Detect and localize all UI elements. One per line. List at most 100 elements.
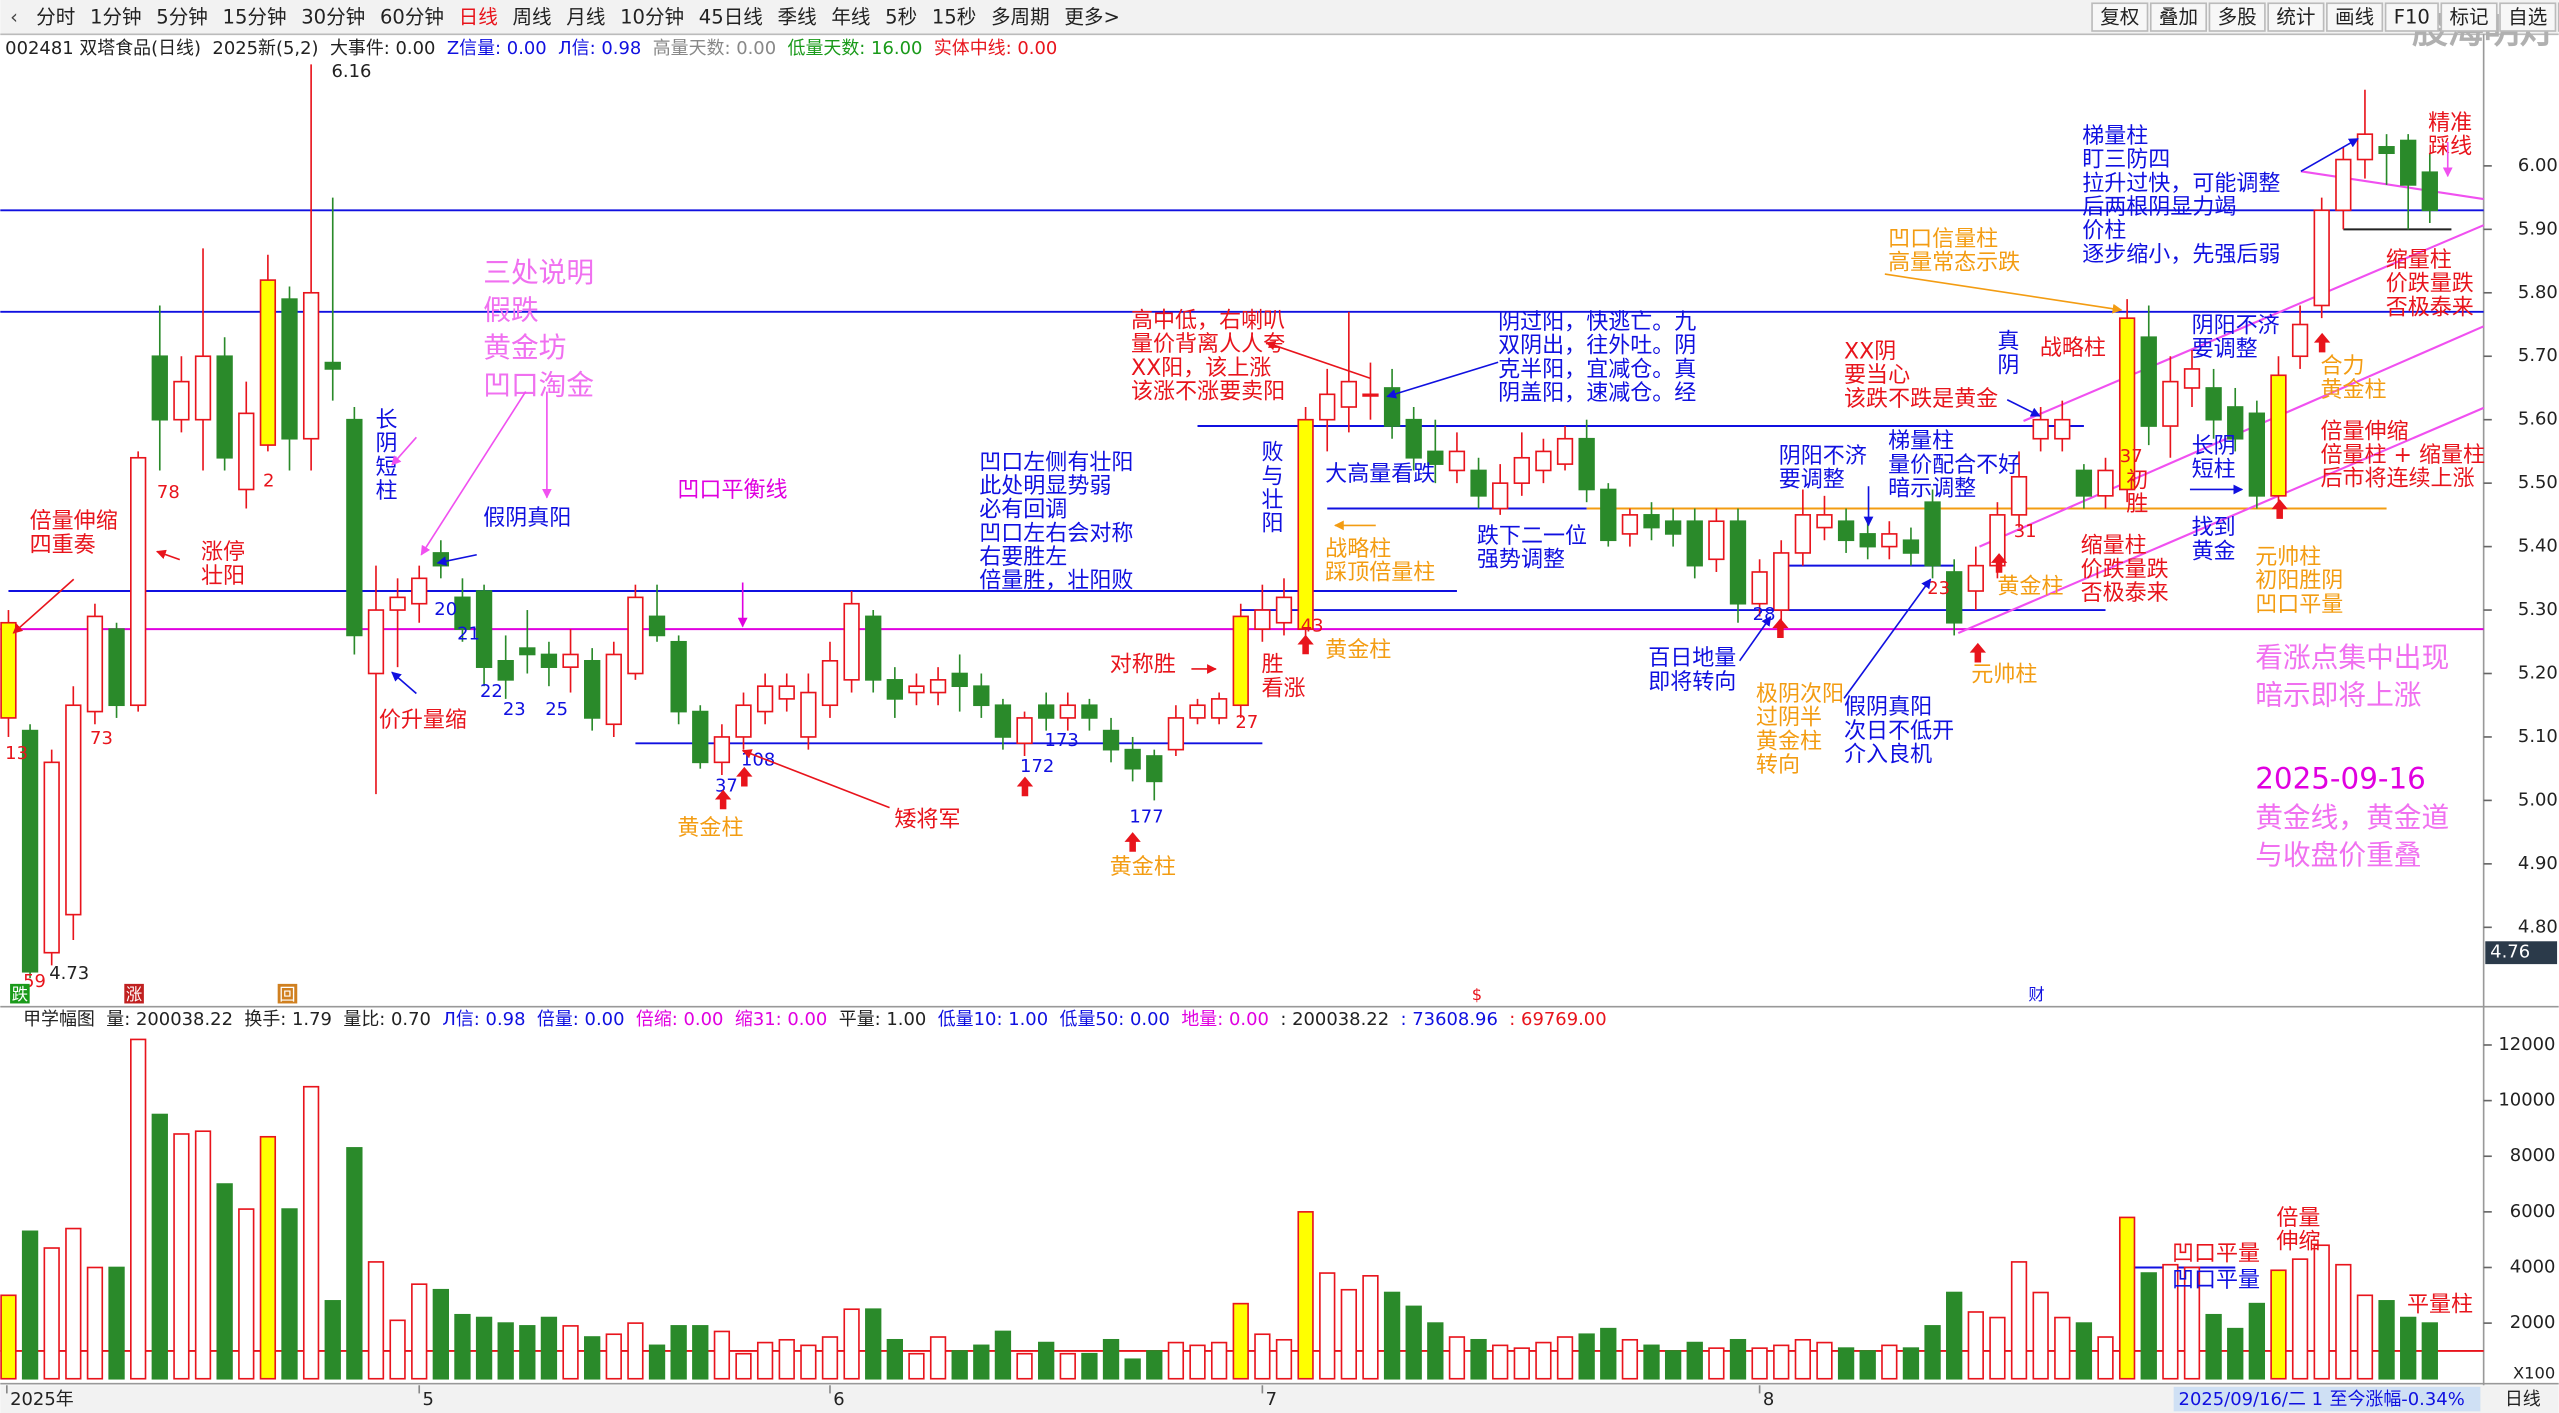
candle-body	[2227, 406, 2244, 440]
volume-bar	[865, 1308, 882, 1380]
volume-bar	[2097, 1336, 2114, 1380]
info-item: 倍缩: 0.00	[636, 1009, 724, 1030]
volume-bar	[1946, 1291, 1963, 1380]
event-marker-bg	[277, 983, 298, 1004]
event-marker[interactable]: $	[1472, 985, 1482, 1004]
period-tab[interactable]: 30分钟	[301, 5, 365, 28]
event-marker[interactable]: 涨	[126, 985, 142, 1004]
period-tab[interactable]: 月线	[566, 5, 605, 28]
volume-bar	[1708, 1347, 1725, 1380]
annotation: 2	[263, 470, 274, 491]
period-tab[interactable]: 60分钟	[380, 5, 444, 28]
toolbar-button[interactable]	[2440, 2, 2498, 32]
volume-bar	[1210, 1341, 1228, 1380]
toolbar-button-label[interactable]: 多股	[2218, 5, 2257, 28]
volume-bar	[2183, 1266, 2201, 1380]
pointer-arrow	[391, 436, 417, 466]
toolbar-button[interactable]	[2384, 2, 2439, 32]
candle-body	[2205, 387, 2222, 421]
volume-bar	[2054, 1316, 2071, 1380]
toolbar-button[interactable]	[2091, 2, 2149, 32]
period-tab[interactable]: 15分钟	[223, 5, 287, 28]
volume-bar	[302, 1085, 320, 1380]
candle-body	[1794, 514, 1812, 554]
candle-body	[367, 609, 385, 675]
volume-bar	[1038, 1341, 1055, 1380]
annotation: 看涨	[1262, 676, 1306, 701]
annotation: 倍量伸缩	[2320, 419, 2408, 444]
annotation: 后两根阴显力竭	[2082, 195, 2236, 220]
toolbar-button[interactable]	[2326, 2, 2384, 32]
toolbar-button-label[interactable]: 标记	[2449, 5, 2488, 28]
annotation: 价跌量跌	[2081, 557, 2169, 582]
status-period[interactable]: 日线	[2505, 1389, 2541, 1410]
volume-bar	[1275, 1338, 1293, 1380]
y-tick-label: 5.90	[2518, 218, 2558, 239]
info-item: 平量: 1.00	[839, 1009, 927, 1030]
volume-bar	[1643, 1344, 1660, 1380]
period-tab[interactable]: 季线	[778, 5, 817, 28]
event-marker[interactable]: 财	[2028, 985, 2044, 1004]
annotation: 壮阳	[201, 564, 245, 589]
volume-bar	[1492, 1344, 1509, 1380]
annotation: 黄金	[2192, 539, 2236, 564]
toolbar-button-label[interactable]: 叠加	[2159, 5, 2198, 28]
candle-body	[670, 640, 687, 713]
annotation: 6.16	[332, 61, 372, 82]
annotation: 该涨不涨要卖阳	[1131, 379, 1285, 404]
volume-bar	[2140, 1272, 2157, 1380]
annotation: 柱	[376, 479, 398, 504]
volume-bar	[1059, 1352, 1076, 1380]
period-tab[interactable]: 15秒	[932, 5, 976, 28]
annotation: 阴	[376, 432, 398, 457]
annotation: 黄金坊	[483, 331, 566, 364]
annotation: 拉升过快，可能调整	[2082, 171, 2280, 196]
annotation: 长	[376, 408, 398, 433]
toolbar-button-label[interactable]: 复权	[2100, 5, 2139, 28]
volume-bar	[1340, 1288, 1358, 1380]
annotation: 价跌量跌	[2386, 272, 2474, 297]
toolbar-button-label[interactable]: 统计	[2276, 5, 2315, 28]
volume-bar	[108, 1266, 125, 1380]
annotation: 量价背离人人夸	[1131, 332, 1285, 357]
event-marker[interactable]: 跌	[12, 985, 28, 1004]
annotation: 初	[2126, 468, 2148, 493]
signal-arrow	[1297, 634, 1314, 655]
volume-bar	[2270, 1269, 2287, 1380]
event-marker[interactable]: 回	[279, 985, 295, 1004]
volume-bar	[1102, 1338, 1120, 1380]
toolbar-button[interactable]	[2267, 2, 2325, 32]
annotation: 高量常态示跌	[1888, 251, 2020, 276]
y-tick-label: 5.20	[2518, 663, 2558, 684]
annotation: 胜	[1262, 653, 1284, 678]
toolbar-button-label[interactable]: F10	[2394, 5, 2430, 28]
candle-body	[281, 298, 298, 440]
period-tab[interactable]: 年线	[831, 5, 870, 28]
candle-body	[1470, 469, 1487, 497]
toolbar-button[interactable]	[2208, 2, 2266, 32]
toolbar-button-label[interactable]: 画线	[2335, 5, 2374, 28]
period-tab[interactable]: 多周期	[991, 5, 1050, 28]
candle-body	[1600, 488, 1617, 542]
candle-body	[1881, 533, 1898, 548]
period-tab[interactable]: 45日线	[699, 5, 763, 28]
volume-bar	[1859, 1350, 1876, 1380]
annotation: XX阴	[1844, 339, 1896, 364]
volume-bar	[238, 1208, 255, 1380]
toolbar-button[interactable]	[2149, 2, 2208, 32]
period-tab[interactable]: 周线	[512, 5, 551, 28]
candle-body	[2118, 317, 2136, 491]
period-tab[interactable]: 5分钟	[156, 5, 208, 28]
period-tab[interactable]: 1分钟	[90, 5, 142, 28]
toolbar-button-label[interactable]: 自选	[2508, 5, 2547, 28]
toolbar-button[interactable]	[2499, 2, 2557, 32]
period-tab[interactable]: 分时	[36, 5, 75, 28]
period-tab[interactable]: 10分钟	[620, 5, 684, 28]
volume-bar	[1124, 1358, 1141, 1380]
period-tab[interactable]: 日线	[459, 5, 498, 28]
volume-bar	[778, 1338, 795, 1380]
y-tick-label: 5.00	[2518, 789, 2558, 810]
period-tab[interactable]: 更多>	[1064, 5, 1120, 28]
info-item: 大事件: 0.00	[330, 38, 436, 59]
period-tab[interactable]: 5秒	[885, 5, 917, 28]
